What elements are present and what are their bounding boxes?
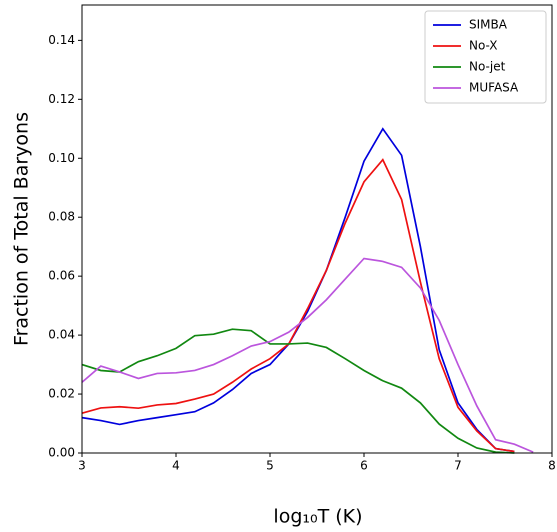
legend-label: No-jet <box>469 60 506 74</box>
y-tick-label: 0.12 <box>48 92 75 106</box>
legend-label: MUFASA <box>469 81 519 95</box>
y-tick-label: 0.06 <box>48 269 75 283</box>
y-tick-label: 0.00 <box>48 446 75 460</box>
x-tick-label: 3 <box>78 459 86 473</box>
legend-label: No-X <box>469 39 498 53</box>
legend-label: SIMBA <box>469 18 508 32</box>
y-tick-label: 0.08 <box>48 210 75 224</box>
x-tick-label: 6 <box>360 459 368 473</box>
series-line <box>81 127 515 453</box>
x-tick-label: 4 <box>172 459 180 473</box>
series-line <box>81 257 534 453</box>
series-line <box>81 158 515 453</box>
legend-box <box>424 10 547 104</box>
x-tick-label: 8 <box>548 459 556 473</box>
x-tick-label: 5 <box>266 459 274 473</box>
series-line <box>81 328 515 454</box>
y-tick-label: 0.04 <box>48 328 75 342</box>
y-tick-label: 0.14 <box>48 33 75 47</box>
y-axis-label: Fraction of Total Baryons <box>11 112 33 346</box>
x-axis-label: log₁₀T (K) <box>273 506 362 528</box>
plot-frame <box>81 4 553 454</box>
y-tick-label: 0.02 <box>48 387 75 401</box>
y-tick-label: 0.10 <box>48 151 75 165</box>
x-tick-label: 7 <box>454 459 462 473</box>
